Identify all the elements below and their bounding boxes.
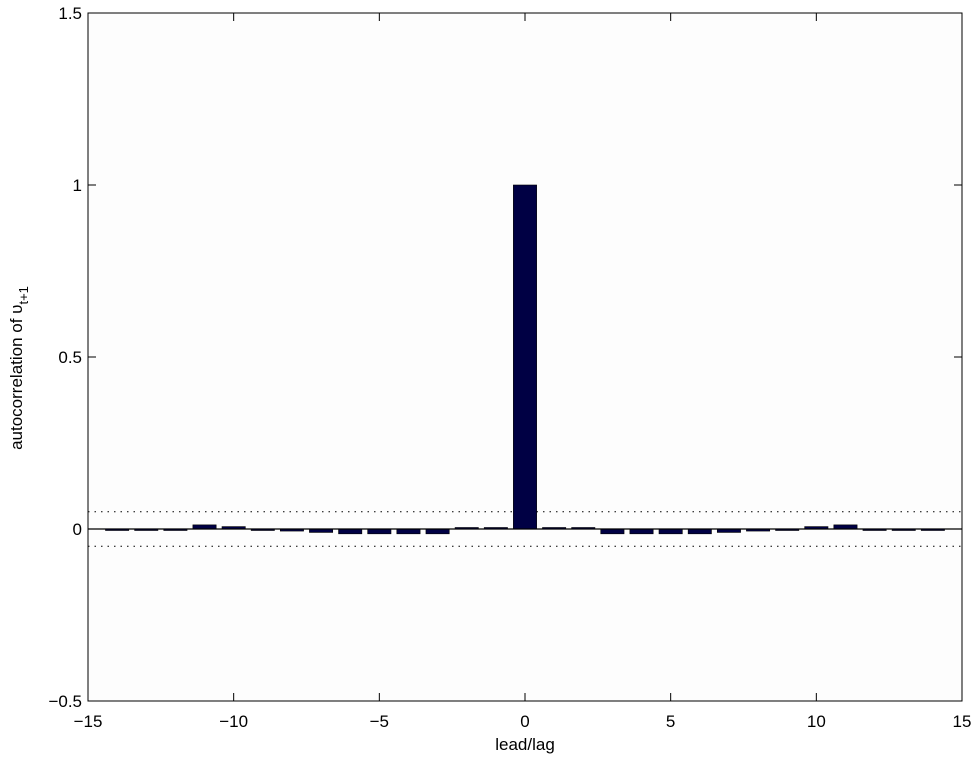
x-tick-label: −5: [370, 712, 389, 731]
bar: [629, 528, 654, 535]
y-axis-label: autocorrelation of υt+1: [7, 286, 31, 450]
bar: [687, 528, 712, 535]
y-tick-label: 0: [73, 520, 82, 539]
y-axis-ticks: −0.5 0 0.5 1 1.5: [48, 4, 962, 711]
bar: [192, 524, 217, 530]
bar-series: [105, 184, 945, 535]
y-tick-label: 1.5: [58, 4, 82, 23]
y-axis-label-symbol: υ: [7, 305, 26, 314]
bar: [658, 528, 683, 535]
bar: [367, 528, 392, 535]
y-tick-label: 1: [73, 176, 82, 195]
x-axis-ticks: −15 −10 −5 0 5 10 15: [74, 13, 972, 731]
x-axis-label: lead/lag: [495, 735, 555, 754]
x-tick-label: 5: [666, 712, 675, 731]
bar: [396, 528, 421, 535]
x-tick-label: 0: [520, 712, 529, 731]
bar: [425, 528, 450, 535]
bar: [338, 528, 363, 535]
y-tick-label: −0.5: [48, 692, 82, 711]
y-axis-label-text: autocorrelation of: [7, 314, 26, 450]
x-tick-label: −15: [74, 712, 103, 731]
bar: [600, 528, 625, 535]
y-axis-label-subscript: t+1: [16, 286, 31, 304]
x-tick-label: 15: [953, 712, 972, 731]
x-tick-label: −10: [219, 712, 248, 731]
x-tick-label: 10: [807, 712, 826, 731]
bar: [513, 184, 537, 530]
bar: [833, 524, 858, 530]
y-tick-label: 0.5: [58, 348, 82, 367]
